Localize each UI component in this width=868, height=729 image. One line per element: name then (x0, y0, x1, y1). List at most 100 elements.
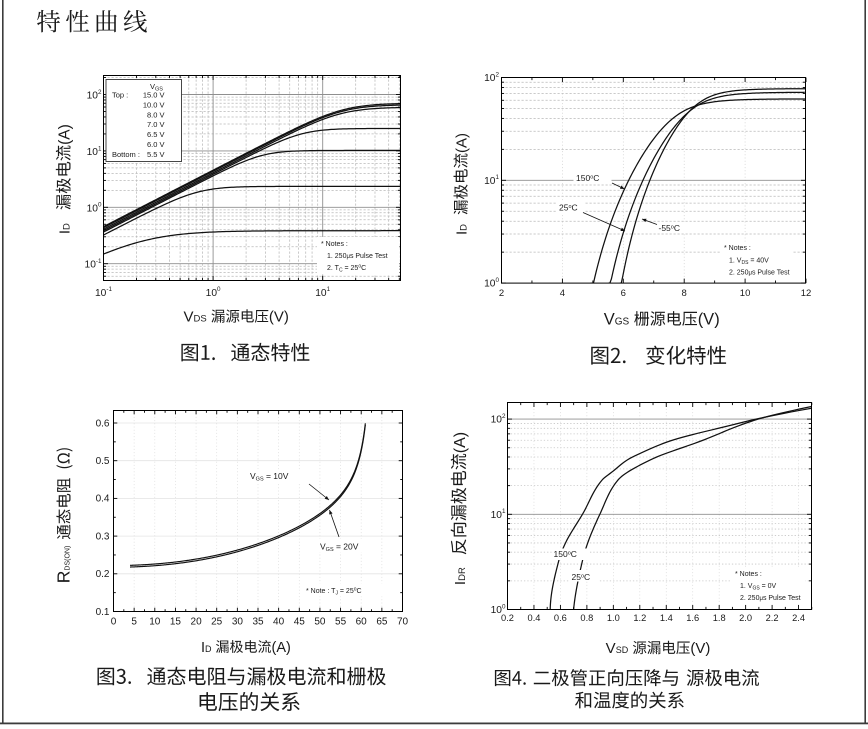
svg-text:60: 60 (356, 616, 368, 627)
svg-text:VGS = 20V: VGS = 20V (320, 542, 359, 554)
svg-text:5: 5 (131, 616, 137, 627)
svg-text:1.6: 1.6 (686, 613, 699, 623)
svg-text:I: I (57, 230, 74, 234)
svg-text:0.8: 0.8 (580, 613, 593, 623)
svg-text:55: 55 (335, 616, 347, 627)
svg-text:45: 45 (294, 616, 306, 627)
svg-text:D: D (459, 224, 470, 231)
svg-text:0.3: 0.3 (96, 531, 110, 542)
svg-text:0.6: 0.6 (96, 418, 110, 429)
svg-text:102: 102 (484, 71, 499, 84)
svg-text:35: 35 (252, 616, 264, 627)
svg-text:10-1: 10-1 (85, 258, 102, 271)
svg-text:25oC: 25oC (572, 572, 591, 582)
svg-text:12: 12 (801, 288, 812, 299)
svg-text:100: 100 (484, 277, 499, 290)
svg-text:DR: DR (457, 567, 468, 581)
svg-text:25: 25 (211, 616, 223, 627)
svg-text:V: V (604, 311, 615, 329)
svg-text:2. 250μs Pulse Test: 2. 250μs Pulse Test (740, 595, 801, 602)
svg-text:150oC: 150oC (576, 173, 599, 183)
svg-text:0.1: 0.1 (96, 607, 110, 618)
svg-text:0.4: 0.4 (528, 613, 541, 623)
svg-text:* Notes :: * Notes : (321, 241, 348, 248)
svg-text:100: 100 (206, 286, 221, 299)
svg-text:R: R (54, 571, 74, 584)
svg-text:65: 65 (376, 616, 388, 627)
svg-text:(A): (A) (272, 640, 291, 656)
svg-text:1.8: 1.8 (713, 613, 726, 623)
svg-text:SD: SD (616, 645, 629, 655)
svg-text:100: 100 (87, 202, 102, 215)
svg-text:V: V (184, 309, 194, 326)
svg-text:1.2: 1.2 (633, 613, 646, 623)
svg-text:30: 30 (232, 616, 244, 627)
svg-text:101: 101 (87, 145, 102, 158)
svg-text:I: I (454, 231, 471, 235)
svg-text:2. 250μs Pulse Test: 2. 250μs Pulse Test (729, 270, 790, 277)
svg-text:GS: GS (615, 317, 630, 328)
svg-text:40: 40 (273, 616, 285, 627)
svg-text:70: 70 (397, 616, 409, 627)
svg-text:2. TC = 25oC: 2. TC = 25oC (327, 264, 366, 274)
svg-text:I: I (201, 640, 205, 656)
svg-text:15.0 V: 15.0 V (143, 91, 165, 100)
svg-text:101: 101 (491, 508, 506, 521)
svg-text:0.2: 0.2 (96, 569, 110, 580)
svg-text:6: 6 (621, 288, 626, 299)
svg-text:(V): (V) (698, 311, 720, 329)
svg-text:2.4: 2.4 (792, 613, 805, 623)
svg-text:8: 8 (682, 288, 687, 299)
svg-text:5.5 V: 5.5 V (147, 150, 165, 159)
svg-text:102: 102 (87, 89, 102, 102)
svg-text:1.4: 1.4 (660, 613, 673, 623)
svg-text:(A): (A) (452, 432, 469, 453)
svg-text:15: 15 (170, 616, 182, 627)
svg-text:6.0 V: 6.0 V (147, 140, 165, 149)
svg-text:Top :: Top : (112, 91, 128, 100)
svg-text:7.0 V: 7.0 V (147, 120, 165, 129)
svg-text:0.4: 0.4 (96, 494, 110, 505)
svg-text:50: 50 (314, 616, 326, 627)
svg-text:Bottom :: Bottom : (112, 150, 140, 159)
svg-text:(V): (V) (690, 640, 710, 657)
svg-text:101: 101 (315, 286, 330, 299)
svg-text:(A): (A) (57, 124, 74, 145)
svg-text:4: 4 (560, 288, 565, 299)
svg-text:DS(ON): DS(ON) (65, 546, 72, 571)
svg-text:150oC: 150oC (554, 549, 577, 559)
svg-text:10: 10 (149, 616, 161, 627)
svg-text:0.6: 0.6 (554, 613, 567, 623)
svg-text:VGS: VGS (150, 82, 163, 93)
svg-text:1. VGS = 0V: 1. VGS = 0V (740, 583, 777, 592)
svg-text:8.0 V: 8.0 V (147, 110, 165, 119)
svg-text:1. 250μs Pulse Test: 1. 250μs Pulse Test (327, 253, 388, 260)
svg-text:0.2: 0.2 (501, 613, 514, 623)
svg-text:D: D (205, 644, 212, 654)
svg-text:(A): (A) (454, 133, 471, 153)
svg-text:2.2: 2.2 (766, 613, 779, 623)
svg-text:* Notes :: * Notes : (735, 571, 762, 578)
svg-text:102: 102 (491, 413, 506, 426)
svg-text:VGS = 10V: VGS = 10V (250, 471, 289, 483)
svg-text:D: D (62, 223, 73, 230)
svg-text:0.5: 0.5 (96, 456, 110, 467)
svg-text:0: 0 (111, 616, 117, 627)
svg-text:1. VDS = 40V: 1. VDS = 40V (729, 258, 769, 267)
svg-text:6.5 V: 6.5 V (147, 130, 165, 139)
svg-text:* Notes :: * Notes : (724, 245, 751, 252)
svg-text:I: I (452, 581, 469, 585)
svg-text:* Note : TJ = 25oC: * Note : TJ = 25oC (306, 587, 362, 597)
svg-text:10.0 V: 10.0 V (143, 100, 165, 109)
svg-text:1.0: 1.0 (607, 613, 620, 623)
svg-text:20: 20 (191, 616, 203, 627)
svg-text:10-1: 10-1 (95, 286, 112, 299)
svg-text:101: 101 (484, 174, 499, 187)
svg-text:2.0: 2.0 (739, 613, 752, 623)
svg-text:DS: DS (194, 314, 207, 325)
svg-text:25oC: 25oC (559, 203, 578, 213)
svg-text:V: V (606, 640, 616, 657)
svg-text:(V): (V) (269, 309, 289, 326)
svg-text:2: 2 (499, 288, 504, 299)
svg-text:-55oC: -55oC (659, 223, 681, 233)
